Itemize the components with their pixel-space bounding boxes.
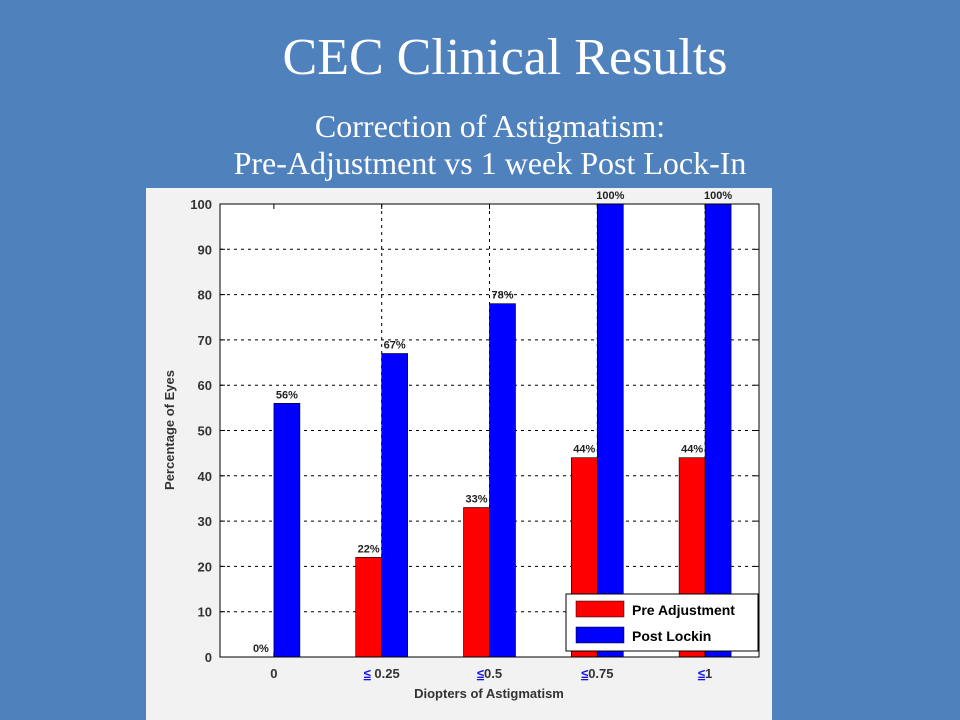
data-labels: 0% 56% 22% 67% 33% 78% 44% 100% 44% 100% xyxy=(253,190,732,655)
x-axis-ticks: 0 ≤ 0.25 ≤0.5 ≤0.75 ≤1 xyxy=(270,204,712,681)
chart-subtitle-line2: Pre-Adjustment vs 1 week Post Lock-In xyxy=(233,145,747,181)
x-tick-label-0: 0 xyxy=(270,666,277,681)
legend-label-pre-adjustment: Pre Adjustment xyxy=(632,602,735,618)
y-tick-label-10: 10 xyxy=(198,605,212,620)
y-tick-label-50: 50 xyxy=(198,424,212,439)
y-tick-label-100: 100 xyxy=(190,197,212,212)
bar-post-0 xyxy=(273,403,301,658)
bar-pre-2 xyxy=(463,507,490,658)
legend-swatch-post-lockin xyxy=(575,626,625,644)
y-tick-label-20: 20 xyxy=(198,559,212,574)
y-tick-label-40: 40 xyxy=(198,469,212,484)
data-label-post-2: 78% xyxy=(491,290,513,302)
y-tick-label-0: 0 xyxy=(205,650,212,665)
data-label-pre-0: 0% xyxy=(253,643,269,655)
legend-swatch-pre-adjustment xyxy=(575,600,625,618)
data-label-post-1: 67% xyxy=(384,339,406,351)
x-tick-label-4: ≤1 xyxy=(698,666,712,681)
y-tick-label-90: 90 xyxy=(198,242,212,257)
x-tick-label-3: ≤0.75 xyxy=(581,666,613,681)
x-tick-label-1: ≤ 0.25 xyxy=(364,666,400,681)
y-tick-label-30: 30 xyxy=(198,514,212,529)
data-label-pre-2: 33% xyxy=(465,494,487,506)
y-axis-label: Percentage of Eyes xyxy=(162,370,177,490)
data-label-pre-3: 44% xyxy=(573,444,595,456)
bar-post-1 xyxy=(381,353,409,658)
data-label-post-0: 56% xyxy=(276,389,298,401)
x-tick-label-2: ≤0.5 xyxy=(477,666,502,681)
chart-subtitle-line1: Correction of Astigmatism: xyxy=(314,108,666,144)
x-axis-label: Diopters of Astigmatism xyxy=(414,686,564,701)
y-tick-label-80: 80 xyxy=(198,288,212,303)
y-tick-label-60: 60 xyxy=(198,378,212,393)
y-tick-label-70: 70 xyxy=(198,333,212,348)
slide-title: CEC Clinical Results xyxy=(282,29,728,86)
bar-post-3 xyxy=(596,203,624,658)
data-label-post-4: 100% xyxy=(704,190,732,202)
bar-pre-1 xyxy=(355,557,383,658)
bar-post-2 xyxy=(489,303,516,658)
data-label-post-3: 100% xyxy=(596,190,624,202)
data-label-pre-1: 22% xyxy=(358,543,380,555)
bar-post-4 xyxy=(704,203,732,658)
data-label-pre-4: 44% xyxy=(681,444,703,456)
legend: Pre Adjustment Post Lockin xyxy=(565,593,759,652)
legend-label-post-lockin: Post Lockin xyxy=(632,628,711,644)
y-axis-ticks: 0 10 20 30 40 50 60 70 80 90 100 xyxy=(190,197,759,665)
